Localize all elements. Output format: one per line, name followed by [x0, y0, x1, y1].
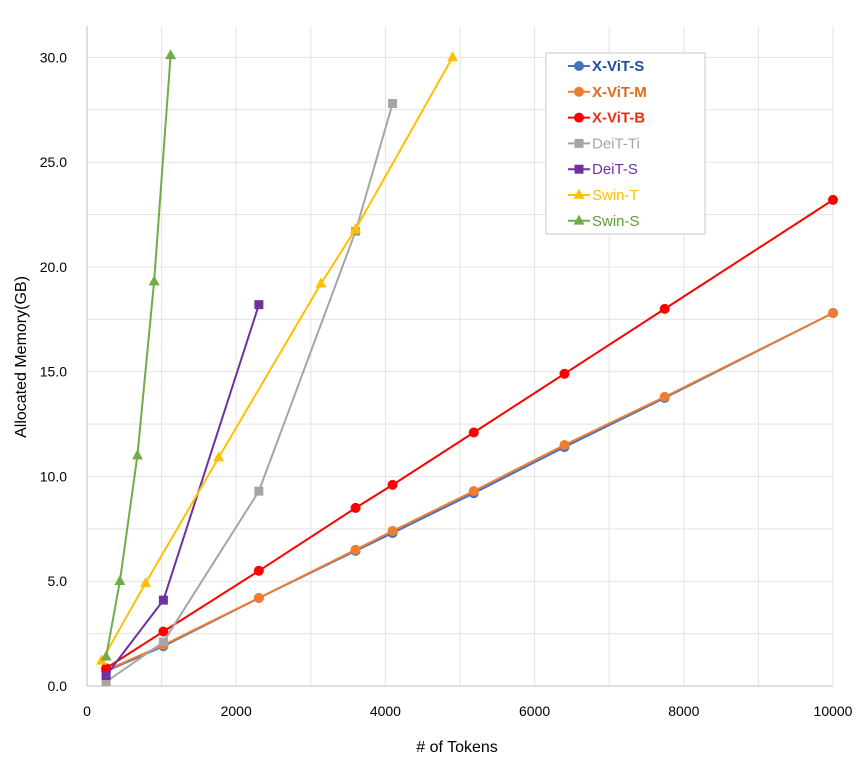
- x-axis-title: # of Tokens: [416, 739, 498, 756]
- legend-label-deit-s: DeiT-S: [592, 161, 638, 178]
- point-x-vit-m-marker: [828, 308, 838, 319]
- series-x-vit-b: [101, 194, 838, 674]
- legend-label-x-vit-s: X-ViT-S: [592, 58, 644, 75]
- y-tick-label: 20.0: [40, 259, 67, 275]
- point-x-vit-m-marker: [559, 440, 570, 451]
- point-x-vit-m-marker: [387, 525, 398, 536]
- point-x-vit-m-marker: [253, 593, 264, 603]
- x-tick-label: 0: [83, 703, 91, 719]
- legend-label-x-vit-b: X-ViT-B: [592, 110, 645, 127]
- point-swin-t-marker: [139, 577, 151, 588]
- legend-item-deit-ti: DeiT-Ti: [568, 135, 640, 152]
- point-x-vit-b-marker: [468, 427, 479, 438]
- y-tick-label: 10.0: [40, 468, 67, 484]
- legend-item-swin-s: Swin-S: [568, 213, 640, 230]
- point-deit-s-marker: [101, 671, 111, 681]
- series-x-vit-m: [101, 308, 838, 676]
- point-x-vit-b-marker: [253, 565, 264, 576]
- point-deit-ti-marker: [388, 99, 398, 109]
- legend-label-x-vit-m: X-ViT-M: [592, 84, 647, 101]
- legend-item-x-vit-s: X-ViT-S: [568, 58, 644, 75]
- series-deit-s: [101, 300, 264, 681]
- legend-label-swin-t: Swin-T: [592, 187, 639, 204]
- point-x-vit-m-marker: [659, 391, 670, 402]
- series-swin-t: [96, 51, 459, 665]
- legend-swin-s-marker: [573, 214, 585, 225]
- legend-item-swin-t: Swin-T: [568, 187, 639, 204]
- point-x-vit-b-marker: [387, 479, 398, 490]
- point-deit-ti-marker: [101, 677, 111, 687]
- point-swin-t-marker: [447, 51, 459, 62]
- y-tick-label: 5.0: [48, 573, 68, 589]
- point-swin-t-marker: [213, 451, 225, 462]
- point-swin-s-marker: [165, 49, 177, 60]
- gridlines: [87, 26, 834, 686]
- x-tick-label: 6000: [519, 703, 550, 719]
- legend-deit-s-marker: [574, 164, 584, 174]
- point-x-vit-b-marker: [559, 368, 570, 379]
- point-x-vit-b-marker: [158, 626, 169, 637]
- point-swin-s-marker: [100, 650, 112, 661]
- legend-x-vit-s-marker: [574, 61, 584, 71]
- legend-x-vit-m-marker: [574, 86, 584, 97]
- x-tick-label: 4000: [370, 703, 401, 719]
- point-deit-s-marker: [254, 300, 264, 310]
- y-tick-label: 15.0: [40, 364, 67, 380]
- y-tick-label: 0.0: [48, 678, 68, 694]
- legend-item-x-vit-m: X-ViT-M: [568, 84, 647, 101]
- point-swin-s-marker: [114, 575, 126, 586]
- legend-deit-ti-marker: [574, 138, 584, 148]
- point-x-vit-m-marker: [350, 544, 361, 555]
- point-x-vit-m-marker: [468, 486, 479, 497]
- x-tick-label: 10000: [814, 703, 853, 719]
- point-x-vit-b-marker: [828, 194, 838, 205]
- legend-item-x-vit-b: X-ViT-B: [568, 110, 645, 127]
- point-deit-ti-marker: [254, 486, 264, 496]
- series-line-swin-s: [105, 55, 172, 657]
- legend-swin-t-marker: [573, 188, 585, 199]
- legend-item-deit-s: DeiT-S: [568, 161, 638, 178]
- point-swin-s-marker: [131, 449, 143, 460]
- y-tick-label: 30.0: [40, 49, 67, 65]
- x-tick-label: 2000: [221, 703, 252, 719]
- axes: 0 2000 4000 6000 8000 10000 0.0 5.0 10.0 15.0 20.0…: [40, 26, 853, 719]
- point-x-vit-b-marker: [659, 303, 670, 314]
- legend: X-ViT-S X-ViT-M X-ViT-B DeiT-Ti DeiT-S Swin-T…: [545, 52, 706, 235]
- y-axis-title: Allocated Memory(GB): [13, 276, 30, 438]
- series-deit-ti: [101, 99, 398, 687]
- point-deit-ti-marker: [158, 637, 168, 647]
- point-swin-t-marker: [350, 223, 362, 234]
- legend-label-deit-ti: DeiT-Ti: [592, 135, 640, 152]
- legend-label-swin-s: Swin-S: [592, 213, 640, 230]
- y-tick-label: 25.0: [40, 154, 67, 170]
- point-swin-s-marker: [148, 275, 160, 286]
- series-swin-s: [100, 49, 177, 661]
- point-x-vit-b-marker: [350, 502, 361, 513]
- series-line-deit-ti: [105, 103, 394, 683]
- point-swin-t-marker: [315, 277, 327, 288]
- series-group: [96, 49, 838, 687]
- point-deit-s-marker: [158, 595, 168, 605]
- legend-x-vit-b-marker: [574, 112, 584, 123]
- series-line-swin-t: [100, 56, 454, 662]
- x-tick-label: 8000: [668, 703, 699, 719]
